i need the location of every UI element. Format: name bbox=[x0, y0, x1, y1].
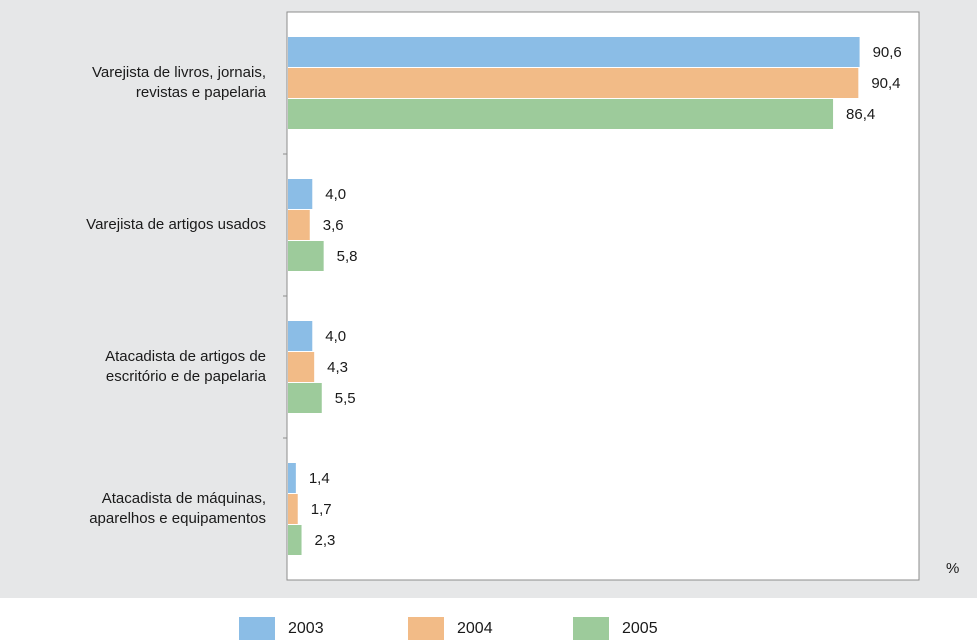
bar-value-label-2005-cat2: 5,8 bbox=[337, 248, 358, 265]
category-label-4: Atacadista de máquinas, aparelhos e equip… bbox=[4, 489, 266, 529]
bar-value-label-2005-cat1: 86,4 bbox=[846, 106, 875, 123]
bar-value-label-2003-cat1: 90,6 bbox=[873, 44, 902, 61]
bar-value-label-2004-cat2: 3,6 bbox=[323, 217, 344, 234]
bar-value-label-2003-cat3: 4,0 bbox=[325, 328, 346, 345]
bar-2003-cat2 bbox=[288, 179, 313, 209]
category-label-line: aparelhos e equipamentos bbox=[89, 510, 266, 527]
bar-value-label-2003-cat4: 1,4 bbox=[309, 470, 330, 487]
legend-swatch-2004 bbox=[408, 617, 444, 640]
bar-2004-cat1 bbox=[288, 68, 859, 98]
bar-2004-cat4 bbox=[288, 494, 298, 524]
bar-2003-cat4 bbox=[288, 463, 296, 493]
category-label-1: Varejista de livros, jornais, revistas e … bbox=[4, 63, 266, 103]
legend-swatch-2003 bbox=[239, 617, 275, 640]
bar-2003-cat3 bbox=[288, 321, 313, 351]
category-label-2: Varejista de artigos usados bbox=[4, 215, 266, 235]
category-label-line: Varejista de artigos usados bbox=[86, 216, 266, 233]
bar-2003-cat1 bbox=[288, 37, 860, 67]
bar-value-label-2004-cat3: 4,3 bbox=[327, 359, 348, 376]
legend-label-2004: 2004 bbox=[457, 620, 493, 637]
category-label-3: Atacadista de artigos de escritório e de … bbox=[4, 347, 266, 387]
legend-label-2005: 2005 bbox=[622, 620, 658, 637]
bar-2005-cat3 bbox=[288, 383, 322, 413]
category-label-line: escritório e de papelaria bbox=[105, 368, 266, 385]
bar-2004-cat2 bbox=[288, 210, 310, 240]
bar-value-label-2004-cat4: 1,7 bbox=[311, 501, 332, 518]
legend-swatch-2005 bbox=[573, 617, 609, 640]
bar-value-label-2005-cat4: 2,3 bbox=[315, 532, 336, 549]
category-label-line: Atacadista de máquinas, bbox=[101, 490, 266, 507]
unit-label: % bbox=[946, 560, 960, 577]
bar-value-label-2004-cat1: 90,4 bbox=[871, 75, 900, 92]
category-label-line: Atacadista de artigos de bbox=[105, 348, 266, 365]
chart-plot: 90,6 90,4 86,4 4,0 3,6 5,8 4,0 4,3 5,5 1,4 1,7 2,3 bbox=[283, 11, 920, 581]
category-label-line: revistas e papelaria bbox=[135, 84, 266, 101]
legend-label-2003: 2003 bbox=[288, 620, 324, 637]
bar-2005-cat2 bbox=[288, 241, 324, 271]
chart-area: 90,6 90,4 86,4 4,0 3,6 5,8 4,0 4,3 5,5 1,4 1,7 2,3 … bbox=[0, 0, 977, 598]
bar-2004-cat3 bbox=[288, 352, 315, 382]
bar-2005-cat1 bbox=[288, 99, 834, 129]
bar-value-label-2003-cat2: 4,0 bbox=[325, 186, 346, 203]
category-label-line: Varejista de livros, jornais, bbox=[92, 64, 266, 81]
bar-2005-cat4 bbox=[288, 525, 302, 555]
bar-value-label-2005-cat3: 5,5 bbox=[335, 390, 356, 407]
legend: 2003 2004 2005 bbox=[0, 598, 977, 640]
